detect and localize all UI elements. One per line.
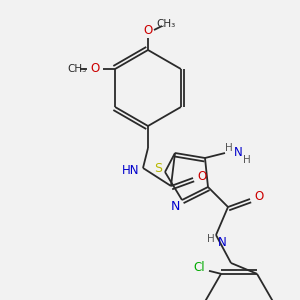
Text: N: N bbox=[218, 236, 226, 250]
Text: O: O bbox=[197, 169, 207, 182]
Text: H: H bbox=[207, 234, 215, 244]
Text: CH₃: CH₃ bbox=[156, 19, 176, 29]
Text: CH₃: CH₃ bbox=[68, 64, 87, 74]
Text: O: O bbox=[143, 23, 153, 37]
Text: H: H bbox=[225, 143, 233, 153]
Text: Cl: Cl bbox=[193, 261, 205, 274]
Text: N: N bbox=[234, 146, 242, 160]
Text: HN: HN bbox=[122, 164, 140, 176]
Text: H: H bbox=[243, 155, 251, 165]
Text: N: N bbox=[170, 200, 180, 212]
Text: O: O bbox=[254, 190, 264, 203]
Text: O: O bbox=[91, 62, 100, 76]
Text: S: S bbox=[154, 163, 162, 176]
